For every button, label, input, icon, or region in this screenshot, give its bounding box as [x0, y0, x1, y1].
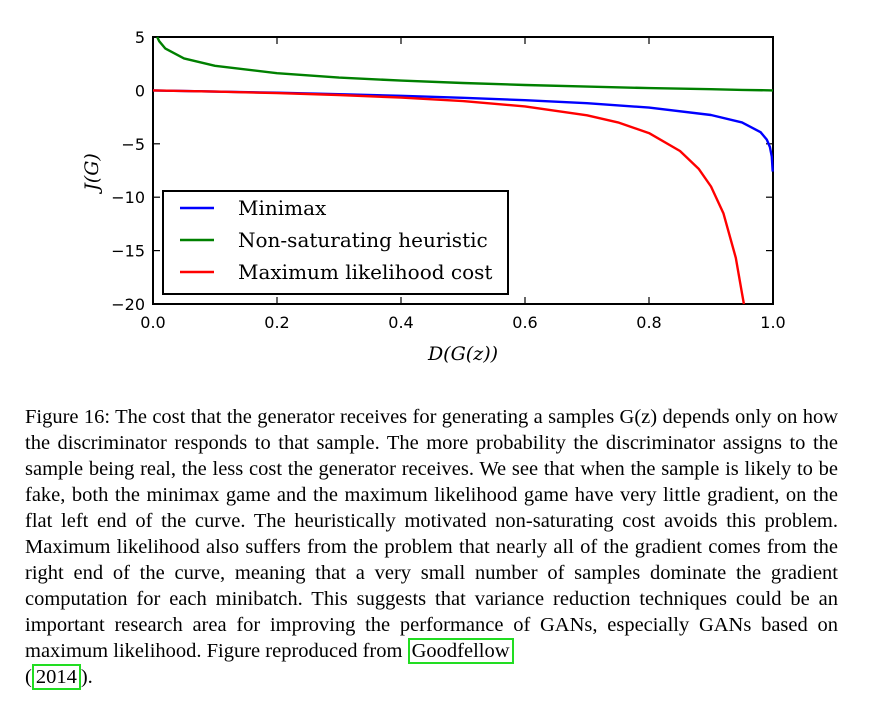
- figure-caption: Figure 16: The cost that the generator r…: [25, 404, 838, 690]
- series-line-maximum-likelihood-cost: [152, 89, 746, 305]
- x-tick-label: 0.8: [636, 313, 661, 332]
- legend-label-minimax: Minimax: [238, 196, 327, 220]
- citation-year-link[interactable]: 2014: [31, 664, 81, 690]
- y-tick-label: −20: [111, 295, 145, 314]
- x-axis-label: D(G(z)): [427, 343, 498, 365]
- y-tick-label: −10: [111, 188, 145, 207]
- y-tick-label: −15: [111, 242, 145, 261]
- y-axis-label: J(G): [81, 153, 103, 195]
- series-lines: [152, 36, 774, 305]
- caption-text: The cost that the generator receives for…: [25, 406, 838, 662]
- x-tick-label: 1.0: [760, 313, 785, 332]
- legend-label-nonsaturating: Non-saturating heuristic: [238, 228, 488, 252]
- cost-function-chart: 5 0 −5 −10 −15 −20 0.0 0.2 0.4 0.6 0.8 1.0 Minimax…: [81, 28, 786, 365]
- legend-label-maxlikelihood: Maximum likelihood cost: [238, 260, 492, 284]
- caption-label: Figure 16:: [25, 406, 111, 428]
- y-tick-label: 0: [135, 81, 145, 100]
- x-ticks: 0.0 0.2 0.4 0.6 0.8 1.0: [140, 37, 786, 332]
- y-tick-label: −5: [121, 135, 145, 154]
- x-tick-label: 0.6: [512, 313, 537, 332]
- y-ticks: 5 0 −5 −10 −15 −20: [111, 28, 773, 314]
- legend-box: [162, 190, 509, 295]
- citation-link[interactable]: Goodfellow: [407, 638, 514, 664]
- x-tick-label: 0.0: [140, 313, 165, 332]
- x-tick-label: 0.2: [264, 313, 289, 332]
- figure-16-chart: 5 0 −5 −10 −15 −20 0.0 0.2 0.4 0.6 0.8 1.0 Minimax…: [81, 28, 786, 365]
- y-tick-label: 5: [135, 28, 145, 47]
- x-tick-label: 0.4: [388, 313, 413, 332]
- legend: Minimax Non-saturating heuristic Maximum…: [162, 190, 509, 295]
- citation-close-paren: ).: [80, 666, 93, 688]
- citation-open-paren: (: [25, 666, 32, 688]
- series-line-non-saturating-heuristic: [156, 36, 774, 92]
